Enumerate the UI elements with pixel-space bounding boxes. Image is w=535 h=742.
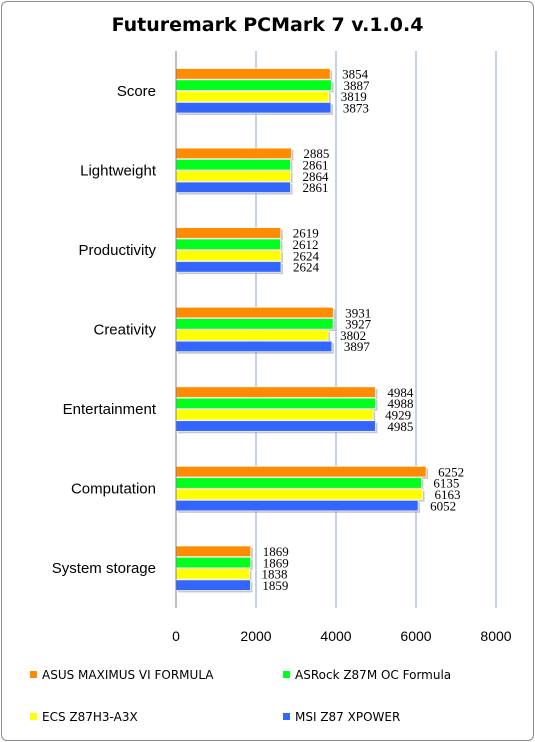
x-tick-label: 6000: [400, 628, 431, 644]
value-label: 3802: [340, 328, 366, 343]
value-label: 2619: [293, 226, 319, 241]
value-label: 4929: [385, 407, 411, 422]
value-label: 2624: [293, 248, 320, 263]
value-label: 2861: [302, 157, 328, 172]
legend-item-ecs: ECS Z87H3-A3X: [30, 710, 138, 724]
bar-msi-z87-xpower: [175, 500, 419, 512]
value-label: 3897: [344, 339, 371, 354]
value-label: 4988: [388, 396, 414, 411]
value-label: 4985: [387, 419, 413, 434]
legend-label-asus: ASUS MAXIMUS VI FORMULA: [42, 668, 214, 682]
category-label: Score: [117, 83, 156, 100]
bar-ecs-z87h3-a3x: [175, 568, 250, 580]
bar-asus-maximus-vi-formula: [175, 466, 427, 478]
value-label: 3873: [343, 100, 369, 115]
bar-asrock-z87m-oc-formula: [175, 238, 281, 250]
bar-asus-maximus-vi-formula: [175, 68, 331, 80]
bar-msi-z87-xpower: [175, 340, 333, 353]
value-label: 6252: [438, 464, 464, 479]
category-label: System storage: [52, 560, 156, 577]
value-label: 4984: [387, 385, 414, 400]
legend-swatch-msi: [283, 713, 290, 720]
legend-label-ecs: ECS Z87H3-A3X: [42, 710, 138, 724]
legend-item-msi: MSI Z87 XPOWER: [283, 710, 400, 724]
value-label: 6135: [433, 476, 459, 491]
bar-ecs-z87h3-a3x: [175, 488, 423, 500]
bar-asus-maximus-vi-formula: [175, 545, 252, 557]
bar-asus-maximus-vi-formula: [175, 147, 292, 159]
bar-msi-z87-xpower: [175, 181, 291, 193]
value-label: 1859: [262, 578, 288, 593]
legend-swatch-ecs: [30, 713, 37, 720]
bar-asrock-z87m-oc-formula: [175, 159, 291, 171]
bar-ecs-z87h3-a3x: [175, 170, 291, 182]
value-label: 3931: [345, 305, 371, 320]
legend-item-asrock: ASRock Z87M OC Formula: [283, 668, 451, 682]
category-label: Computation: [71, 481, 156, 498]
bar-asrock-z87m-oc-formula: [175, 477, 422, 489]
value-label: 2885: [303, 146, 329, 161]
bar-ecs-z87h3-a3x: [175, 90, 330, 102]
chart-title: Futuremark PCMark 7 v.1.0.4: [111, 14, 424, 36]
category-label: Productivity: [78, 242, 156, 259]
bar-asus-maximus-vi-formula: [175, 227, 282, 239]
x-tick-label: 0: [172, 628, 180, 644]
value-label: 2861: [302, 180, 328, 195]
bar-msi-z87-xpower: [175, 261, 282, 273]
value-label: 1869: [263, 544, 289, 559]
legend-label-msi: MSI Z87 XPOWER: [295, 710, 401, 724]
bar-msi-z87-xpower: [175, 579, 251, 591]
bar-msi-z87-xpower: [175, 420, 376, 432]
value-label: 1869: [263, 555, 289, 570]
value-label: 3927: [345, 317, 372, 332]
bar-asrock-z87m-oc-formula: [175, 557, 252, 569]
bar-asrock-z87m-oc-formula: [175, 318, 334, 330]
x-tick-label: 2000: [240, 628, 271, 644]
bar-ecs-z87h3-a3x: [175, 409, 374, 421]
category-label: Lightweight: [80, 162, 157, 179]
value-label: 3854: [342, 67, 369, 82]
bar-asus-maximus-vi-formula: [175, 306, 334, 319]
value-label: 1838: [262, 567, 288, 582]
x-tick-label: 8000: [480, 628, 511, 644]
value-label: 2864: [303, 169, 330, 184]
value-label: 6163: [435, 487, 461, 502]
legend: ASUS MAXIMUS VI FORMULA ASRock Z87M OC F…: [0, 660, 535, 740]
legend-item-asus: ASUS MAXIMUS VI FORMULA: [30, 668, 214, 682]
value-label: 6052: [430, 498, 456, 513]
bar-ecs-z87h3-a3x: [175, 329, 329, 341]
value-label: 3887: [343, 78, 370, 93]
category-label: Creativity: [93, 322, 156, 339]
legend-swatch-asrock: [283, 671, 290, 678]
bar-ecs-z87h3-a3x: [175, 250, 282, 262]
bar-asrock-z87m-oc-formula: [175, 397, 376, 409]
bar-chart: 3854388738193873Score2885286128642861Lig…: [52, 51, 512, 644]
value-label: 2612: [292, 237, 318, 252]
category-label: Entertainment: [63, 401, 157, 418]
legend-swatch-asus: [30, 671, 37, 678]
x-tick-label: 4000: [320, 628, 351, 644]
value-label: 3819: [341, 89, 367, 104]
value-label: 2624: [293, 260, 320, 275]
legend-label-asrock: ASRock Z87M OC Formula: [295, 668, 452, 682]
bar-asus-maximus-vi-formula: [175, 386, 376, 398]
bar-asrock-z87m-oc-formula: [175, 79, 332, 91]
bar-msi-z87-xpower: [175, 102, 332, 114]
